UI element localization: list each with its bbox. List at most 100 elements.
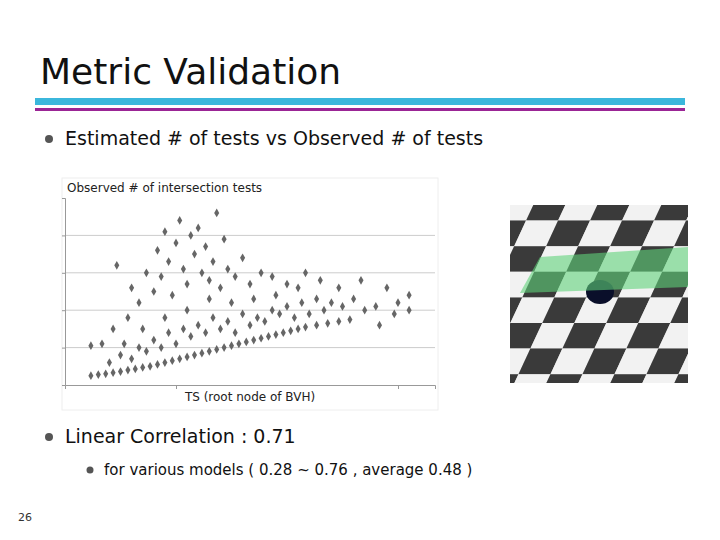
scatter-point [292, 313, 297, 322]
scatter-point [210, 257, 215, 266]
scatter-point [296, 325, 301, 334]
scatter-point [210, 313, 215, 322]
y-axis-line [62, 199, 66, 386]
scatter-point [155, 246, 160, 255]
scatter-point [377, 321, 382, 330]
scatter-point [288, 326, 293, 335]
scatter-point [162, 227, 167, 236]
scatter-point [166, 257, 171, 266]
scatter-point [129, 283, 134, 292]
scatter-point [273, 330, 278, 339]
x-tick [398, 385, 399, 389]
scatter-point [144, 268, 149, 277]
scatter-point [111, 368, 116, 377]
scatter-point [247, 280, 252, 289]
bullet-text: Estimated # of tests vs Observed # of te… [65, 127, 483, 149]
x-tick [176, 385, 177, 389]
scatter-point [159, 272, 164, 281]
scatter-point [166, 328, 171, 337]
scatter-point [118, 367, 123, 376]
scatter-point [148, 362, 153, 371]
scatter-point [233, 328, 238, 337]
bullet-dot [45, 433, 53, 441]
scatter-point [99, 339, 104, 348]
scatter-point [314, 295, 319, 304]
y-tick-mark [62, 348, 65, 349]
scatter-point [329, 298, 334, 307]
scatter-point [196, 224, 201, 233]
scatter-point [162, 358, 167, 367]
scatter-point [96, 370, 101, 379]
scatter-point [107, 358, 112, 367]
scatter-point [247, 321, 252, 330]
scatter-point [199, 268, 204, 277]
scatter-point [140, 325, 145, 334]
grid-line [65, 235, 435, 236]
scatter-point [207, 295, 212, 304]
title-rule-purple [35, 108, 685, 111]
y-axis [62, 199, 66, 386]
scatter-point [129, 354, 134, 363]
scatter-point [88, 341, 93, 350]
scatter-point [203, 242, 208, 251]
scatter-point [281, 328, 286, 337]
scatter-point [118, 351, 123, 360]
scatter-point [188, 332, 193, 341]
y-tick [62, 348, 65, 349]
scatter-point [236, 339, 241, 348]
grid-line [65, 347, 435, 348]
slide: Metric ValidationEstimated # of tests vs… [0, 0, 720, 540]
scatter-point [362, 306, 367, 315]
y-tick [62, 273, 65, 274]
y-tick-mark [62, 310, 65, 311]
scatter-point [325, 319, 330, 328]
scatter-point [136, 298, 141, 307]
scatter-point [144, 347, 149, 356]
scatter-point [170, 291, 175, 300]
scatter-point [336, 317, 341, 326]
checker-cell [603, 374, 647, 383]
scatter-point [251, 336, 256, 345]
scatter-point [233, 272, 238, 281]
scatter-point [103, 369, 108, 378]
scatter-point [277, 310, 282, 319]
scatter-point [218, 325, 223, 334]
checker-cell [654, 205, 688, 221]
scatter-point [181, 265, 186, 274]
scatter-point [392, 310, 397, 319]
x-tick-mark [176, 385, 177, 389]
scene-image [510, 205, 688, 383]
scatter-point [140, 363, 145, 372]
y-tick [62, 235, 65, 236]
grid [65, 235, 435, 347]
scatter-point [321, 306, 326, 315]
scatter-point [336, 283, 341, 292]
scatter-point [229, 341, 234, 350]
scatter-point [122, 339, 127, 348]
x-axis-line [66, 386, 436, 390]
scatter-point [196, 321, 201, 330]
scatter-point [296, 283, 301, 292]
scatter-point [203, 328, 208, 337]
scatter-point [173, 239, 178, 248]
green-plane [520, 247, 688, 293]
scatter-point [284, 280, 289, 289]
scatter-point [407, 291, 412, 300]
grid-line [65, 310, 435, 311]
checker-cell [686, 205, 688, 221]
scatter-point [199, 349, 204, 358]
scatter-point [133, 365, 138, 374]
scatter-point [214, 209, 219, 218]
scatter-point [192, 351, 197, 360]
scatter-point [299, 298, 304, 307]
scatter-point [214, 345, 219, 354]
scatter-point [270, 272, 275, 281]
scatter-point [273, 291, 278, 300]
x-axis-title: TS (root node of BVH) [184, 390, 315, 404]
scatter-point [384, 283, 389, 292]
scatter-point [262, 317, 267, 326]
checker-cell [658, 323, 688, 349]
grid-line [65, 272, 435, 273]
sub-bullet-dot [87, 467, 94, 474]
x-tick-mark [398, 385, 399, 389]
